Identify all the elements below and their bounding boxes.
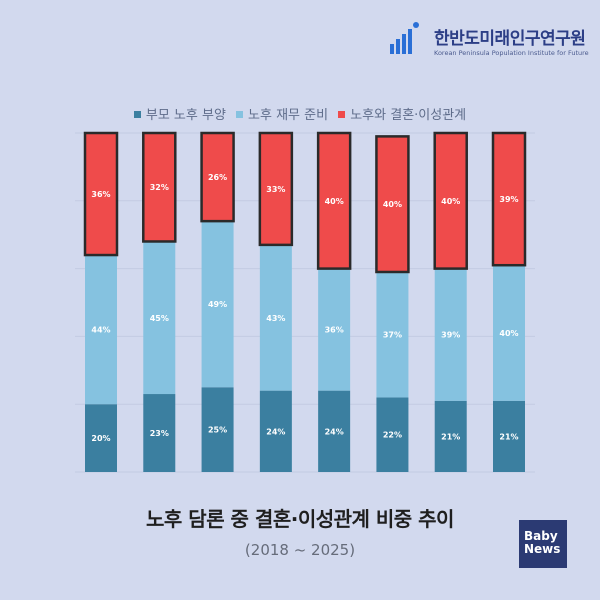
legend-label: 노후와 결혼·이성관계 <box>350 108 467 123</box>
bar-segment <box>318 268 351 391</box>
bar-segment <box>83 131 119 257</box>
bar-segment <box>375 135 410 274</box>
chart-title: 노후 담론 중 결혼·이성관계 비중 추이 <box>146 507 454 531</box>
bar-segment <box>85 255 117 405</box>
bar-segment <box>493 265 525 401</box>
bar-segment <box>85 404 117 472</box>
data-label: 49% <box>208 300 227 309</box>
data-label: 22% <box>383 431 402 440</box>
watermark-line-2: News <box>524 542 561 556</box>
watermark-line-1: Baby <box>524 529 558 543</box>
bar-segment <box>143 241 176 395</box>
org-logo: 한반도미래인구연구원 Korean Peninsula Population I… <box>388 18 589 62</box>
data-label: 45% <box>150 314 169 323</box>
bar-segment <box>376 397 409 472</box>
bar-segment <box>258 131 294 247</box>
data-label: 24% <box>325 427 344 436</box>
data-label: 39% <box>499 195 518 204</box>
data-label: 23% <box>150 429 169 438</box>
bar-segment <box>316 131 352 270</box>
org-name: 한반도미래인구연구원 <box>434 29 586 49</box>
data-label: 26% <box>208 173 227 182</box>
chart-subtitle: (2018 ~ 2025) <box>244 541 356 559</box>
org-logo-icon <box>390 22 419 54</box>
data-label: 36% <box>325 326 344 335</box>
data-label: 36% <box>91 190 110 199</box>
data-label: 21% <box>441 432 460 441</box>
babynews-watermark: Baby News <box>519 520 567 568</box>
org-name-en: Korean Peninsula Population Institute fo… <box>434 49 589 57</box>
legend-item-financial-prep: 노후 재무 준비 <box>236 104 328 123</box>
data-label: 40% <box>441 197 460 206</box>
bar-segment <box>201 221 234 388</box>
data-label: 43% <box>266 314 285 323</box>
bar-segment <box>434 400 467 472</box>
bar-segment <box>201 387 234 472</box>
bar-segment <box>142 131 177 243</box>
bar-segment <box>200 131 235 223</box>
data-label: 40% <box>383 200 402 209</box>
bar-segment <box>259 390 292 472</box>
bar-segment <box>259 244 292 391</box>
data-label: 33% <box>266 185 285 194</box>
legend-swatch <box>133 111 141 118</box>
data-label: 40% <box>499 329 518 338</box>
bar-segment <box>434 268 467 401</box>
legend-label: 부모 노후 부양 <box>145 108 226 123</box>
legend-label: 노후 재무 준비 <box>248 108 329 123</box>
legend-swatch <box>338 111 346 118</box>
legend-item-parent-support: 부모 노후 부양 <box>133 104 226 123</box>
data-label: 40% <box>325 197 344 206</box>
data-label: 32% <box>150 183 169 192</box>
bar-segment <box>491 131 527 267</box>
bar-segment <box>318 390 351 472</box>
data-label: 39% <box>441 331 460 340</box>
bar-segment <box>376 271 409 398</box>
data-label: 25% <box>208 426 227 435</box>
data-label: 24% <box>266 427 285 436</box>
data-label: 20% <box>91 434 110 443</box>
legend-item-marriage-relationship: 노후와 결혼·이성관계 <box>338 104 466 123</box>
bar-segment <box>433 131 468 270</box>
data-label: 37% <box>383 331 402 340</box>
data-label: 21% <box>499 432 518 441</box>
chart-legend: 부모 노후 부양 노후 재무 준비 노후와 결혼·이성관계 <box>0 104 600 123</box>
bar-segment <box>493 400 525 472</box>
data-label: 44% <box>91 326 110 335</box>
legend-swatch <box>236 111 244 118</box>
bar-segment <box>143 394 176 472</box>
